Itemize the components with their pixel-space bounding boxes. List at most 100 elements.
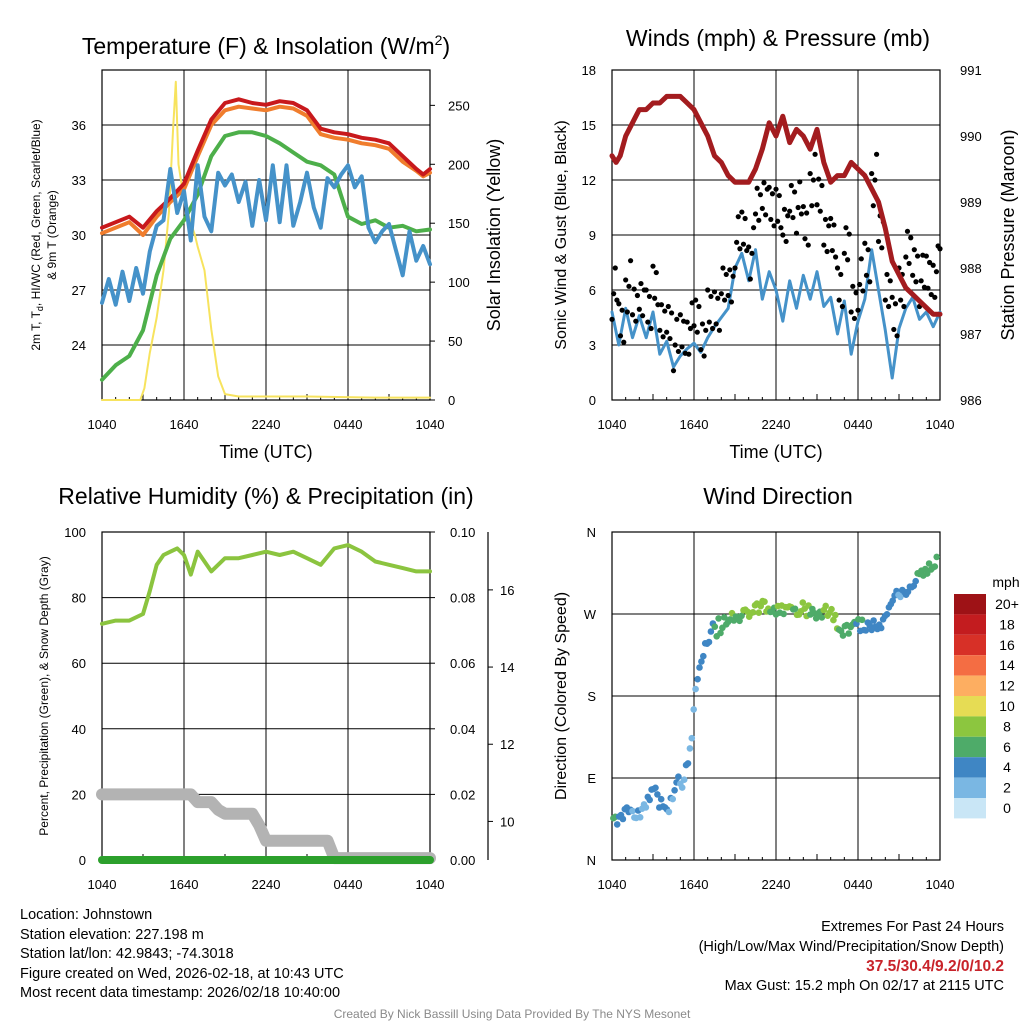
extremes-info: Extremes For Past 24 Hours (High/Low/Max…: [699, 918, 1004, 996]
temperature-xlabel: Time (UTC): [219, 442, 312, 462]
gust-point: [739, 209, 745, 215]
direction-point: [862, 627, 870, 634]
y-tick-label-left: 100: [64, 525, 86, 540]
gust-point: [662, 308, 668, 314]
gust-point: [640, 313, 646, 319]
gust-point: [805, 242, 811, 248]
colorbar-swatch: [954, 798, 986, 819]
direction-point: [694, 675, 701, 683]
gust-point: [787, 208, 793, 214]
gust-point: [655, 302, 661, 308]
gust-point: [891, 326, 897, 333]
colorbar-title: mph: [992, 574, 1019, 590]
gust-point: [667, 335, 673, 342]
winds-title: Winds (mph) & Pressure (mb): [626, 25, 930, 51]
y-tick-label-right: 987: [960, 327, 982, 342]
y-tick-label-left: 27: [72, 283, 86, 298]
gust-point: [822, 216, 829, 223]
y-tick-label-left: 12: [582, 173, 596, 188]
colorbar-label: 18: [999, 616, 1015, 632]
y-tick-label-precip: 0.02: [450, 787, 475, 802]
temperature-plot-area: 1040 1640 2240 0440 1040 24 27 30 33 36 0 50 100 150 2…: [72, 69, 470, 432]
gust-point: [646, 293, 653, 300]
x-tick-label: 1640: [680, 417, 709, 432]
gust-point: [780, 232, 786, 238]
gust-point: [870, 203, 876, 209]
gust-point: [730, 273, 736, 279]
y-tick-label-direction: W: [584, 607, 597, 622]
humidity-ylabel-left: Percent, Precipitation (Green), & Snow D…: [37, 556, 51, 835]
gust-point: [771, 223, 777, 229]
direction-point: [749, 609, 757, 616]
gust-point: [795, 204, 801, 211]
gust-point: [742, 215, 748, 222]
gust-point: [763, 212, 769, 218]
gust-point: [626, 283, 632, 289]
gust-point: [887, 278, 893, 284]
x-tick-label: 1040: [926, 417, 955, 432]
gust-point: [636, 306, 642, 312]
y-tick-label-precip: 0.10: [450, 525, 475, 540]
gust-point: [793, 230, 800, 236]
gust-point: [925, 285, 931, 291]
y-tick-label-right: 988: [960, 261, 982, 276]
temperature-ylabel-right: Solar Insolation (Yellow): [484, 139, 504, 331]
gust-point: [848, 309, 854, 315]
direction-point: [889, 597, 896, 604]
winds-ylabel-right: Station Pressure (Maroon): [998, 129, 1018, 340]
gust-point: [923, 253, 929, 259]
x-tick-label: 0440: [844, 417, 873, 432]
direction-point: [657, 795, 665, 803]
gust-point: [722, 297, 728, 303]
y-tick-label-direction: S: [587, 689, 596, 704]
gust-point: [699, 321, 706, 327]
station-location: Location: Johnstown: [20, 907, 153, 923]
gust-point: [701, 353, 707, 359]
colorbar-swatch: [954, 736, 986, 758]
gust-point: [875, 238, 882, 245]
gust-point: [884, 271, 890, 278]
direction-point: [822, 602, 829, 610]
gust-point: [867, 279, 873, 285]
y-tick-label-left: 9: [589, 228, 596, 243]
direction-point: [688, 734, 696, 742]
gust-point: [910, 272, 916, 278]
y-tick-label-precip: 0.06: [450, 656, 475, 671]
direction-point: [933, 553, 940, 561]
winds-plot-area: 1040 1640 2240 0440 104003691215189869879889…: [582, 63, 982, 432]
series-line-9m-temperature: [100, 104, 432, 237]
gust-point: [800, 203, 806, 210]
y-tick-label-left: 24: [72, 338, 86, 353]
gust-point: [698, 346, 704, 353]
gust-point: [684, 319, 690, 325]
gust-point: [728, 299, 735, 305]
station-info: Location: Johnstown Station elevation: 2…: [20, 906, 344, 1004]
direction-point: [715, 615, 722, 622]
gust-point: [675, 348, 682, 355]
direction-point: [839, 632, 847, 639]
y-tick-label-snow: 16: [500, 583, 514, 598]
direction-point: [642, 804, 650, 811]
gust-point: [846, 231, 852, 237]
gust-point: [696, 303, 702, 310]
gust-point: [737, 246, 743, 252]
direction-point: [897, 593, 904, 601]
gust-point: [898, 297, 904, 303]
gust-point: [672, 342, 678, 348]
direction-point: [700, 652, 707, 660]
gust-point: [892, 301, 899, 307]
gust-point: [750, 225, 757, 231]
gust-point: [797, 179, 803, 185]
direction-point: [705, 638, 713, 646]
y-tick-label-direction: N: [587, 525, 596, 540]
direction-point: [883, 611, 891, 618]
y-tick-label-right: 200: [448, 157, 470, 172]
gust-point: [810, 177, 817, 183]
gust-point: [652, 295, 658, 301]
y-tick-label-right: 989: [960, 195, 982, 210]
x-tick-label: 0440: [844, 877, 873, 892]
direction-point: [845, 630, 852, 637]
y-tick-label-right: 991: [960, 63, 982, 78]
gust-point: [687, 325, 694, 332]
gust-point: [911, 247, 917, 253]
